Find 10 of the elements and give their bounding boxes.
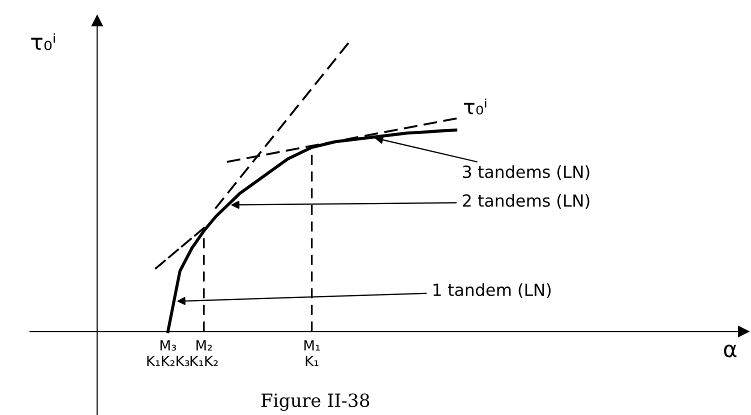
text: 3 tandems (LN) — [462, 165, 590, 180]
y-axis-title: τ₀ⁱ — [31, 33, 55, 50]
series-label: τ₀ⁱ — [464, 98, 486, 114]
text: α — [724, 344, 736, 358]
x-tick-label: M₁ K₁ — [304, 340, 320, 366]
x-tick-label: M₃ K₁K₂K₃ — [147, 340, 190, 366]
x-tick-label: M₂ K₁K₂ — [190, 340, 218, 366]
annotation: 1 tandem (LN) — [434, 283, 551, 298]
text: Figure II-38 — [261, 393, 370, 411]
text: 2 tandems (LN) — [462, 194, 590, 209]
